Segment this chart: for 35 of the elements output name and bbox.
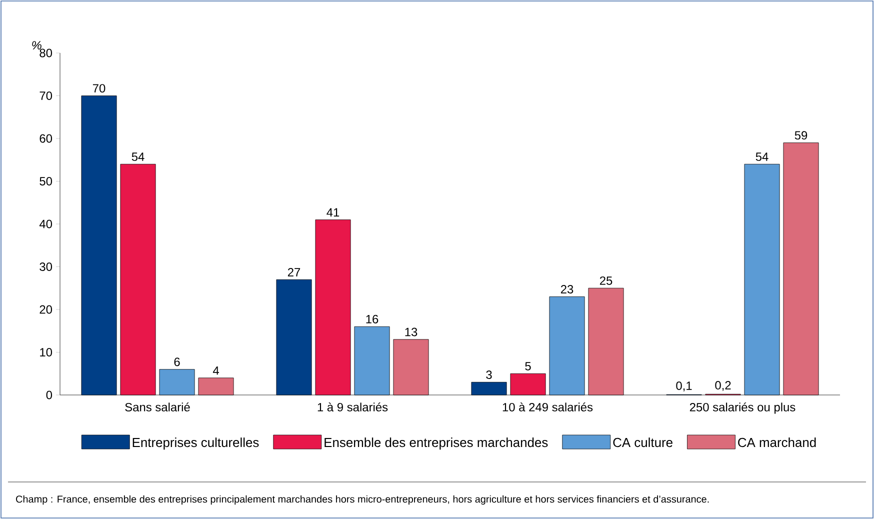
x-tick-label: 1 à 9 salariés (318, 402, 388, 412)
data-label: 54 (132, 152, 144, 161)
data-label: 13 (405, 328, 418, 336)
y-tick-label: 40 (39, 220, 52, 228)
data-label: 0,2 (715, 381, 731, 391)
y-tick-label: 50 (40, 177, 52, 186)
y-tick-label: 70 (40, 92, 52, 100)
x-tick-label: Sans salarié (125, 402, 190, 412)
data-label: 16 (366, 314, 378, 324)
data-label: 54 (756, 152, 768, 161)
legend-label: CA culture (613, 438, 672, 448)
data-label: 0,1 (676, 381, 692, 392)
data-label: 23 (560, 285, 574, 294)
data-label: 41 (326, 208, 340, 217)
y-tick-label: 30 (40, 262, 52, 271)
y-axis-title: % (32, 41, 42, 50)
legend-label: Ensemble des entreprises marchandes (324, 438, 548, 450)
y-tick-label: 60 (40, 134, 52, 143)
data-label: 5 (525, 362, 531, 370)
y-tick-label: 0 (46, 390, 52, 400)
data-label: 27 (288, 268, 300, 276)
data-label: 6 (174, 358, 180, 366)
x-tick-label: 10 à 249 salariés (502, 402, 593, 412)
data-label: 25 (600, 276, 612, 285)
legend-label: CA marchand (738, 438, 816, 448)
data-label: 3 (486, 370, 492, 379)
data-label: 70 (92, 84, 106, 93)
data-label: 4 (212, 366, 219, 375)
y-tick-label: 20 (40, 305, 52, 314)
text: Champ : France, ensemble des entreprises principalement marchandes hors micro-entrepreneurs, hors agriculture et hors services financiers et d’assurance. (16, 495, 709, 505)
y-tick-label: 10 (40, 348, 52, 356)
legend-label: Entreprises culturelles (132, 438, 259, 450)
data-label: 59 (794, 131, 808, 140)
x-tick-label: 250 salariés ou plus (690, 402, 796, 414)
y-tick-label: 80 (40, 48, 52, 58)
